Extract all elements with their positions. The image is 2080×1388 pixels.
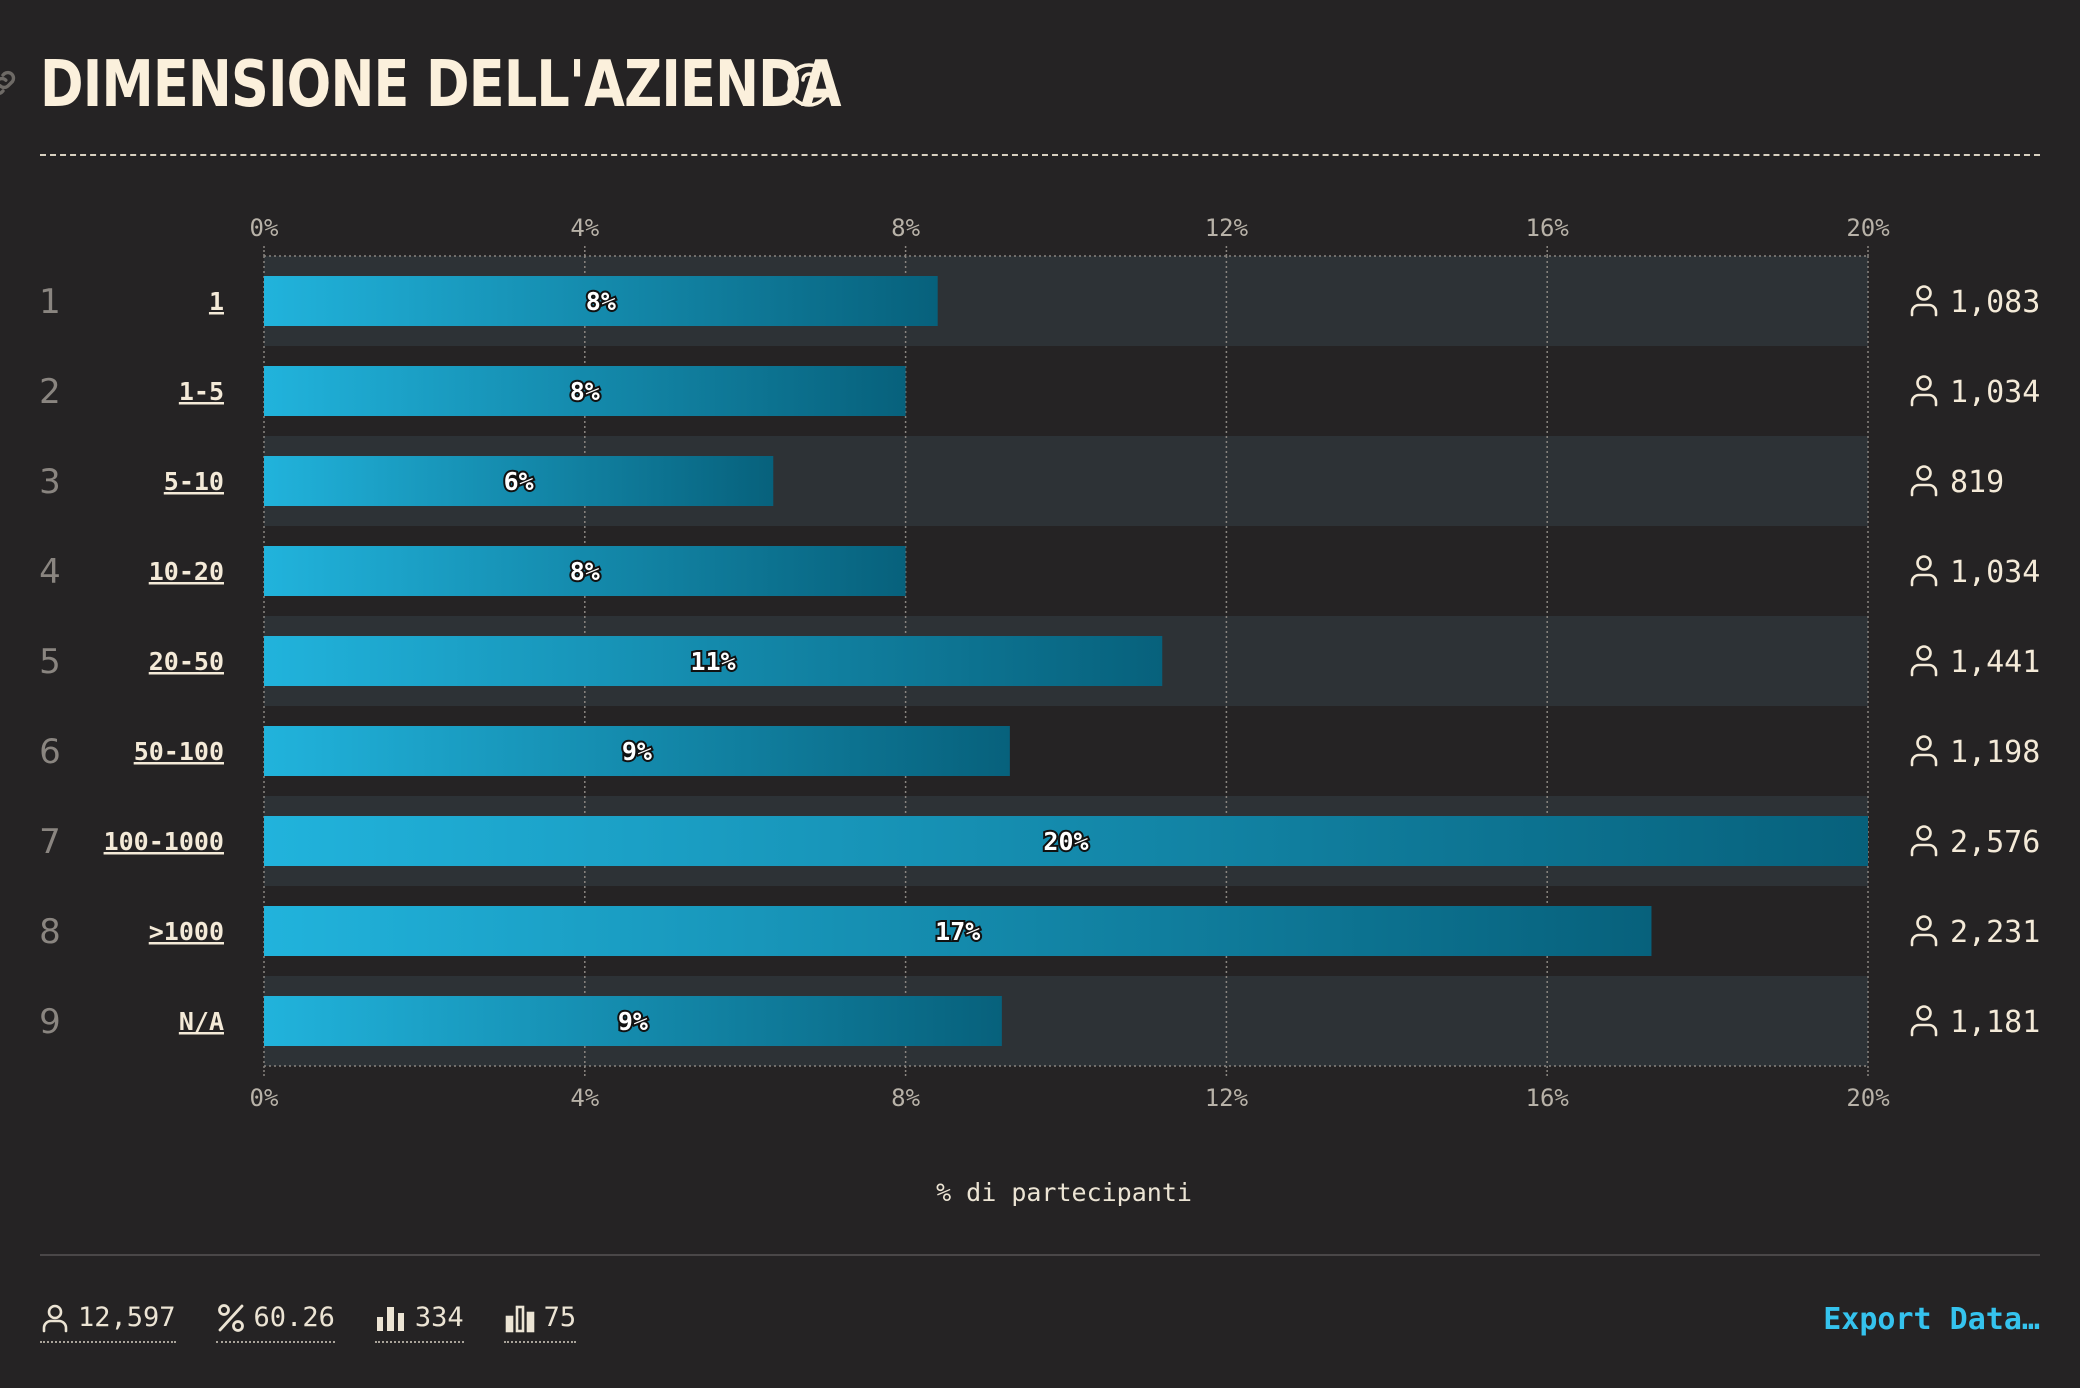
- x-tick-label-top: 20%: [1846, 214, 1890, 242]
- person-icon-body: [1910, 303, 1938, 317]
- row-rank: 6: [39, 732, 61, 772]
- bar-value-label: 8%: [570, 377, 600, 406]
- page-title: DIMENSIONE DELL'AZIENDA: [40, 48, 842, 122]
- bar: [264, 276, 938, 326]
- person-icon-head: [1916, 825, 1932, 841]
- row-count: 2,576: [1950, 825, 2040, 860]
- bar-value-label: 20%: [1043, 827, 1088, 856]
- person-icon-body: [1910, 393, 1938, 407]
- category-label[interactable]: 50-100: [134, 737, 224, 766]
- x-tick-label-top: 0%: [250, 214, 279, 242]
- help-icon[interactable]: [786, 62, 832, 108]
- row-count: 1,198: [1950, 735, 2040, 770]
- row-rank: 3: [39, 462, 61, 502]
- category-label[interactable]: 100-1000: [104, 827, 224, 856]
- bar-value-label: 8%: [586, 287, 616, 316]
- row-rank: 9: [39, 1002, 61, 1042]
- row-count: 819: [1950, 465, 2004, 500]
- row-rank: 1: [39, 282, 61, 322]
- bar-value-label: 11%: [691, 647, 736, 676]
- bar: [264, 996, 1002, 1046]
- stat-percentage[interactable]: 60.26: [215, 1302, 335, 1343]
- row-rank: 2: [39, 372, 61, 412]
- x-tick-label-top: 8%: [891, 214, 920, 242]
- person-icon-body: [1910, 1023, 1938, 1037]
- x-axis-title: % di partecipanti: [936, 1178, 1192, 1207]
- person-icon-body: [1910, 663, 1938, 677]
- category-label[interactable]: 20-50: [149, 647, 224, 676]
- person-icon-head: [1916, 375, 1932, 391]
- x-tick-label-top: 16%: [1526, 214, 1570, 242]
- row-count: 1,034: [1950, 375, 2040, 410]
- bar-chart-filled-icon: [376, 1306, 404, 1331]
- person-icon-head: [1916, 465, 1932, 481]
- row-count: 1,083: [1950, 285, 2040, 320]
- bar: [264, 366, 906, 416]
- footer-divider: [40, 1254, 2040, 1256]
- x-tick-label-top: 4%: [570, 214, 599, 242]
- category-label[interactable]: N/A: [179, 1007, 224, 1036]
- stat-percentage-value: 60.26: [253, 1302, 335, 1333]
- x-tick-label-bottom: 0%: [250, 1084, 279, 1112]
- footer-stats: 12,597 60.26 334 75: [40, 1302, 577, 1343]
- x-tick-label-bottom: 8%: [891, 1084, 920, 1112]
- bar: [264, 636, 1163, 686]
- row-rank: 5: [39, 642, 61, 682]
- row-count: 1,181: [1950, 1005, 2040, 1040]
- person-icon-body: [1910, 843, 1938, 857]
- bar-chart: 0% 0% 4% 4% 8% 8% 12% 12% 16% 16% 20% 20% 1 1 8% 1,083 2…: [39, 214, 2040, 1112]
- x-tick-label-top: 12%: [1205, 214, 1249, 242]
- row-count: 2,231: [1950, 915, 2040, 950]
- person-icon-head: [1916, 915, 1932, 931]
- category-label[interactable]: 1: [209, 287, 224, 316]
- stat-participants-value: 12,597: [78, 1302, 176, 1333]
- person-icon: [42, 1304, 68, 1332]
- bar: [264, 546, 906, 596]
- percent-icon: [217, 1303, 244, 1332]
- stat-filled-bars[interactable]: 334: [374, 1302, 464, 1343]
- bar-chart-outline-icon: [505, 1305, 534, 1332]
- person-icon-head: [1916, 735, 1932, 751]
- x-tick-label-bottom: 16%: [1526, 1084, 1570, 1112]
- title-container: DIMENSIONE DELL'AZIENDA: [40, 40, 1016, 130]
- bar-value-label: 6%: [504, 467, 534, 496]
- row-rank: 4: [39, 552, 61, 592]
- export-data-link[interactable]: Export Data…: [1823, 1302, 2040, 1337]
- row-rank: 8: [39, 912, 61, 952]
- row-count: 1,441: [1950, 645, 2040, 680]
- person-icon-head: [1916, 645, 1932, 661]
- category-label[interactable]: 1-5: [179, 377, 224, 406]
- category-label[interactable]: >1000: [149, 917, 224, 946]
- title-divider: [40, 154, 2040, 156]
- stat-outline-bars-value: 75: [543, 1302, 577, 1333]
- person-icon-head: [1916, 285, 1932, 301]
- person-icon-body: [1910, 933, 1938, 947]
- row-count: 1,034: [1950, 555, 2040, 590]
- x-tick-label-bottom: 20%: [1846, 1084, 1890, 1112]
- stat-filled-bars-value: 334: [414, 1302, 464, 1333]
- link-icon[interactable]: [0, 66, 20, 100]
- bar-value-label: 17%: [935, 917, 980, 946]
- row-rank: 7: [39, 822, 61, 862]
- person-icon-head: [1916, 555, 1932, 571]
- bar: [264, 726, 1010, 776]
- bar: [264, 906, 1652, 956]
- x-tick-label-bottom: 4%: [570, 1084, 599, 1112]
- person-icon-body: [1910, 753, 1938, 767]
- person-icon-head: [1916, 1005, 1932, 1021]
- bar-value-label: 8%: [570, 557, 600, 586]
- stat-participants[interactable]: 12,597: [40, 1302, 176, 1343]
- bar-value-label: 9%: [622, 737, 652, 766]
- category-label[interactable]: 10-20: [149, 557, 224, 586]
- person-icon-body: [1910, 483, 1938, 497]
- person-icon-body: [1910, 573, 1938, 587]
- bar: [264, 456, 774, 506]
- bar-value-label: 9%: [618, 1007, 648, 1036]
- bar: [264, 816, 1868, 866]
- category-label[interactable]: 5-10: [164, 467, 224, 496]
- stat-outline-bars[interactable]: 75: [503, 1302, 577, 1343]
- x-tick-label-bottom: 12%: [1205, 1084, 1249, 1112]
